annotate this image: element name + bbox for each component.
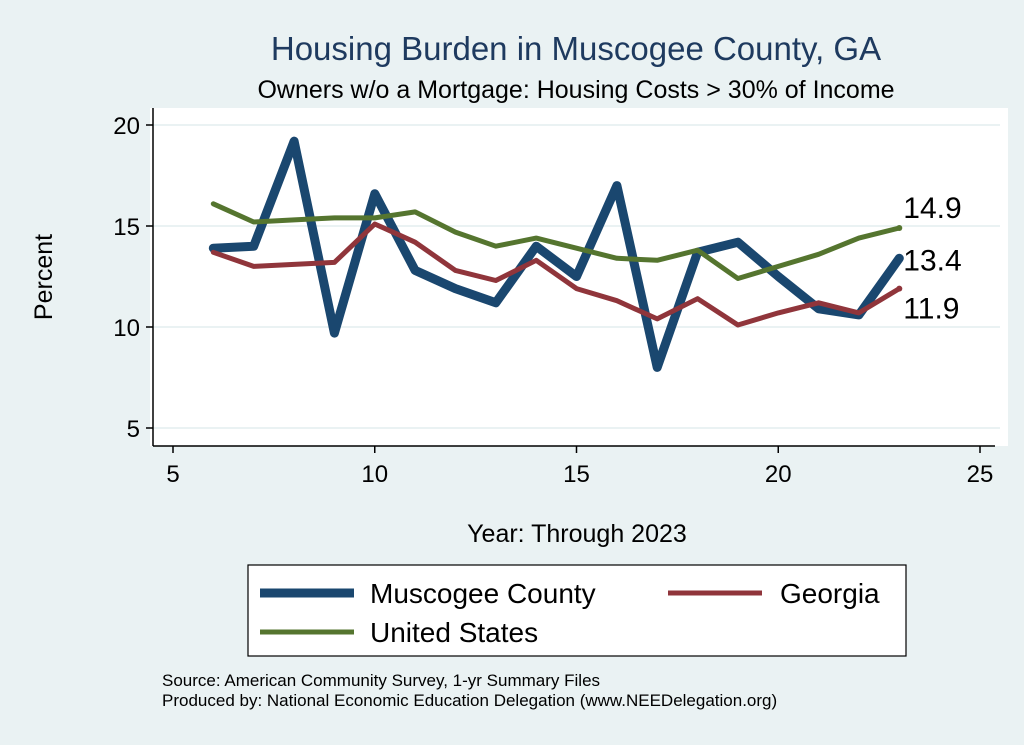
x-tick-label: 25 xyxy=(967,461,994,488)
end-labels: 13.4 11.9 14.9 xyxy=(903,192,961,326)
x-ticks: 5 10 15 20 25 xyxy=(166,446,993,488)
y-axis-title: Percent xyxy=(30,234,58,320)
axes xyxy=(152,108,995,447)
legend xyxy=(247,564,907,657)
x-axis-title: Year: Through 2023 xyxy=(467,520,687,548)
y-tick-label: 15 xyxy=(113,214,140,241)
series-group xyxy=(208,136,904,372)
end-label-muscogee: 13.4 xyxy=(903,244,961,277)
x-tick-label: 20 xyxy=(765,461,792,488)
y-ticks: 5 10 15 20 xyxy=(113,113,153,443)
end-label-united-states-point xyxy=(896,225,903,232)
chart-subtitle: Owners w/o a Mortgage: Housing Costs > 3… xyxy=(257,76,894,104)
end-label-muscogee-point xyxy=(896,255,903,262)
end-label-georgia: 11.9 xyxy=(903,293,959,326)
x-tick-label: 15 xyxy=(563,461,590,488)
source-note: Source: American Community Survey, 1-yr … xyxy=(162,671,600,690)
series-line-united-states xyxy=(210,201,902,281)
x-tick-label: 10 xyxy=(361,461,388,488)
legend-label-georgia: Georgia xyxy=(780,578,880,609)
legend-label-united-states: United States xyxy=(370,617,538,648)
series-line-georgia xyxy=(210,221,902,328)
series-line-muscogee xyxy=(208,136,904,372)
end-label-united-states: 14.9 xyxy=(903,192,961,225)
x-tick-label: 5 xyxy=(166,461,179,488)
gridlines xyxy=(153,124,1000,429)
y-tick-label: 20 xyxy=(113,113,140,140)
producer-note: Produced by: National Economic Education… xyxy=(162,691,777,710)
y-tick-label: 10 xyxy=(113,315,140,342)
legend-label-muscogee: Muscogee County xyxy=(370,578,596,609)
chart-title: Housing Burden in Muscogee County, GA xyxy=(271,30,881,67)
y-tick-label: 5 xyxy=(127,416,140,443)
end-label-georgia-point xyxy=(896,285,903,292)
